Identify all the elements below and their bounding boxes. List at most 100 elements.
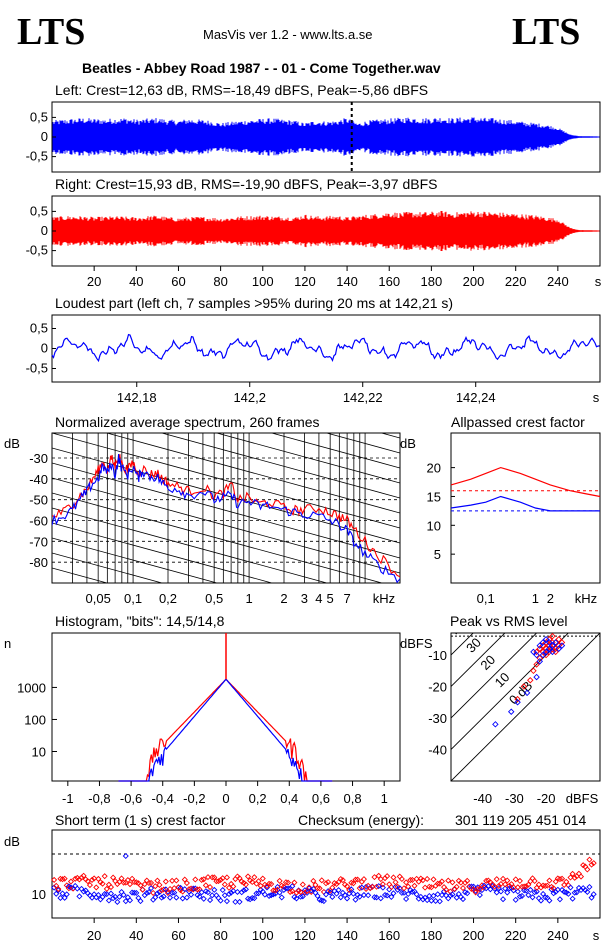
stc-point-left: [219, 886, 226, 894]
stc-point-right: [162, 878, 169, 885]
stc-point-left: [282, 885, 289, 892]
stc-point-right: [76, 876, 83, 883]
stc-point-left: [459, 896, 467, 903]
stc-point-left: [95, 891, 102, 899]
histogram-ylabel: n: [4, 636, 11, 651]
stc-point-right: [207, 884, 214, 891]
pvr-point-blue: [552, 639, 559, 646]
stc-point-left: [112, 893, 119, 900]
stc-point-left: [166, 894, 174, 901]
stc-point-left: [335, 887, 342, 894]
stc-point-right: [495, 882, 502, 889]
stc-point-right: [577, 873, 585, 880]
short-term-crest-title: Short term (1 s) crest factor: [55, 812, 226, 828]
stc-point-right: [120, 879, 127, 886]
spectrum-diagonal: [52, 507, 329, 583]
short-term-crest-xtick: 60: [171, 928, 185, 943]
stc-point-left: [226, 891, 233, 898]
stc-point-right: [407, 876, 414, 884]
stc-point-left: [59, 890, 66, 897]
stc-point-left: [107, 890, 115, 897]
stc-point-left: [375, 883, 382, 890]
histogram-xtick: -0,4: [152, 791, 174, 806]
stc-point-right: [192, 876, 199, 883]
stc-point-right: [59, 876, 66, 883]
short-term-crest-xtick: 240: [547, 928, 569, 943]
stc-point-right: [86, 882, 93, 889]
stc-point-right: [459, 885, 467, 892]
right-waveform-xtick: 60: [171, 274, 185, 289]
stc-point-right: [65, 885, 72, 892]
stc-point-right: [209, 874, 216, 881]
stc-point-right: [438, 878, 445, 885]
stc-point-right: [72, 875, 79, 882]
stc-point-left: [116, 893, 123, 900]
right-waveform-xtick: 100: [252, 274, 274, 289]
stc-point-left: [280, 886, 287, 893]
stc-point-left: [76, 893, 83, 900]
pvr-diagonal: [451, 633, 600, 781]
stc-point-right: [350, 880, 357, 887]
average-spectrum-xtick: 5: [327, 591, 334, 606]
stc-point-right: [213, 878, 220, 885]
allpassed-crest-ytick: 10: [427, 518, 441, 533]
stc-point-right: [457, 879, 464, 886]
average-spectrum-xtick: 0,2: [159, 591, 177, 606]
pvr-point-red: [520, 683, 528, 690]
stc-point-left: [240, 887, 247, 894]
pvr-diagonal: [451, 633, 538, 719]
stc-point-right: [173, 877, 180, 884]
stc-point-left: [413, 891, 420, 898]
stc-point-right: [299, 881, 306, 888]
spectrum-diagonal: [105, 433, 400, 514]
stc-point-left: [154, 890, 161, 897]
stc-point-left: [255, 890, 262, 897]
stc-point-right: [183, 880, 190, 887]
stc-point-right: [510, 884, 517, 891]
stc-point-right: [405, 883, 412, 890]
stc-point-right: [314, 885, 321, 892]
stc-point-right: [211, 874, 218, 881]
stc-point-left: [472, 887, 479, 894]
stc-point-left: [542, 894, 549, 901]
stc-point-right: [411, 882, 418, 889]
stc-point-left: [133, 889, 140, 896]
right-waveform-xtick: 180: [421, 274, 443, 289]
stc-point-left: [409, 888, 416, 895]
loudest-part-title: Loudest part (left ch, 7 samples >95% du…: [55, 295, 454, 311]
right-waveform-ytick: 0,5: [30, 203, 48, 218]
pvr-point-red: [533, 661, 540, 668]
spectrum-diagonal: [52, 253, 400, 348]
stc-point-left: [196, 893, 203, 900]
stc-point-right: [371, 874, 378, 881]
logo-right: LTS: [512, 11, 581, 53]
stc-point-left: [518, 892, 526, 899]
pvr-diagonal: [451, 633, 506, 688]
stc-point-right: [291, 879, 298, 886]
loudest-part-ytick: -0,5: [26, 361, 48, 376]
stc-point-right: [156, 881, 163, 888]
stc-point-right: [525, 881, 532, 888]
stc-point-left: [285, 885, 292, 892]
allpassed-crest-xtick: 0,1: [477, 591, 495, 606]
stc-point-right: [51, 876, 58, 883]
allpassed-crest-ylabel: dB: [400, 436, 416, 451]
stc-point-right: [419, 877, 426, 884]
pvr-point-blue: [555, 645, 563, 652]
stc-point-right: [483, 877, 490, 884]
stc-point-right: [430, 876, 437, 883]
stc-point-right: [464, 877, 471, 884]
stc-point-right: [160, 886, 167, 893]
stc-point-right: [154, 877, 161, 884]
spectrum-diagonal: [52, 522, 274, 583]
stc-point-left: [476, 892, 483, 899]
stc-point-left: [177, 884, 184, 891]
pvr-point-blue: [542, 648, 550, 656]
stc-point-left: [101, 890, 108, 898]
stc-point-left: [204, 889, 212, 896]
short-term-crest-xtick: 20: [87, 928, 101, 943]
spectrum-diagonal: [215, 433, 400, 484]
pvr-point-blue: [549, 642, 556, 649]
stc-point-left: [179, 895, 186, 902]
stc-point-right: [339, 877, 346, 884]
